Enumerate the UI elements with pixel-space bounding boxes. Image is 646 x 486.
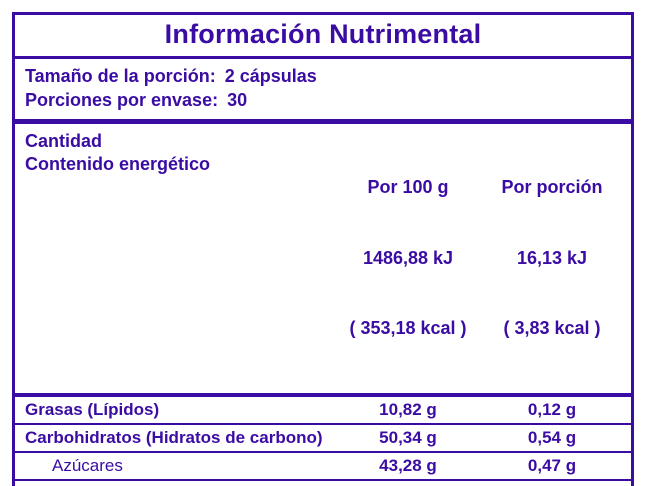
- serving-size-label: Tamaño de la porción:: [25, 66, 216, 86]
- per-portion-value: 0,47 g: [527, 455, 577, 475]
- header-per-portion-kj: 16,13 kJ: [516, 247, 588, 268]
- header-per-portion-title: Por porción: [501, 177, 603, 198]
- serving-section: Tamaño de la porción: 2 cápsulas Porcione…: [15, 59, 631, 124]
- servings-per-container-value: 30: [227, 90, 248, 111]
- header-per-100g-kcal: ( 353,18 kcal ): [349, 317, 467, 338]
- row-grasas: Grasas (Lípidos) 10,82 g 0,12 g: [15, 397, 631, 425]
- row-label: Isomalt: [25, 484, 333, 486]
- serving-size-value: 2 cápsulas: [224, 66, 317, 86]
- per-portion-value: 0,54 g: [527, 427, 577, 447]
- per-portion-value: 0,03 g: [483, 484, 621, 486]
- per-100g-value: 3,05 g: [333, 484, 483, 486]
- row-label: Azúcares: [52, 455, 123, 475]
- header-per-100g-kj: 1486,88 kJ: [362, 247, 454, 268]
- header-per-100g-col: Por 100 g 1486,88 kJ ( 353,18 kcal ): [333, 130, 483, 387]
- row-carbohidratos: Carbohidratos (Hidratos de carbono) 50,3…: [15, 425, 631, 453]
- row-label: Grasas (Lípidos): [25, 399, 160, 419]
- header-amount-line2: Contenido energético: [25, 153, 211, 174]
- servings-per-container-row: Porciones por envase: 30: [25, 88, 621, 112]
- header-per-portion-kcal: ( 3,83 kcal ): [503, 317, 601, 338]
- table-header: Cantidad Contenido energético Por 100 g …: [15, 124, 631, 397]
- header-amount-line1: Cantidad: [25, 130, 103, 151]
- servings-per-container-label: Porciones por envase:: [25, 90, 219, 111]
- nutrition-label: Información Nutrimental Tamaño de la por…: [12, 12, 634, 486]
- row-label: Carbohidratos (Hidratos de carbono): [25, 427, 323, 447]
- row-azucares: Azúcares 43,28 g 0,47 g: [15, 453, 631, 481]
- header-per-100g-title: Por 100 g: [367, 177, 449, 198]
- header-per-portion-col: Por porción 16,13 kJ ( 3,83 kcal ): [483, 130, 621, 387]
- label-title: Información Nutrimental: [15, 15, 631, 59]
- serving-size-row: Tamaño de la porción: 2 cápsulas: [25, 64, 621, 88]
- header-amount-col: Cantidad Contenido energético: [25, 130, 333, 387]
- per-100g-value: 50,34 g: [379, 427, 437, 447]
- per-portion-value: 0,12 g: [527, 399, 577, 419]
- row-isomalt: Isomalt 3,05 g 0,03 g: [15, 481, 631, 486]
- per-100g-value: 43,28 g: [379, 455, 437, 475]
- per-100g-value: 10,82 g: [379, 399, 437, 419]
